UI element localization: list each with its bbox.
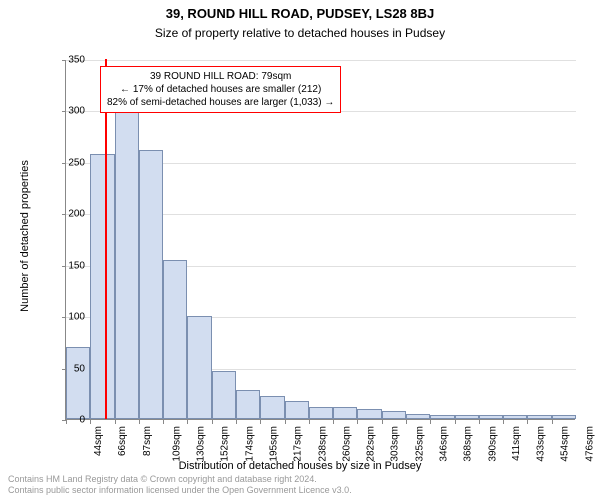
y-axis-label: Number of detached properties	[19, 136, 31, 336]
x-tick-mark	[406, 420, 407, 424]
histogram-bar	[260, 396, 284, 419]
histogram-bar	[479, 415, 503, 419]
annotation-line-1: 39 ROUND HILL ROAD: 79sqm	[107, 70, 334, 83]
property-marker-line	[105, 59, 107, 419]
footer: Contains HM Land Registry data © Crown c…	[8, 474, 352, 496]
histogram-bar	[382, 411, 406, 419]
x-tick-label: 195sqm	[269, 426, 280, 462]
histogram-bar	[406, 414, 430, 419]
x-tick-label: 433sqm	[536, 426, 547, 462]
histogram-bar	[503, 415, 527, 419]
x-tick-label: 152sqm	[220, 426, 231, 462]
x-tick-label: 87sqm	[142, 426, 153, 456]
x-tick-mark	[260, 420, 261, 424]
plot-region	[65, 60, 575, 420]
chart-title: 39, ROUND HILL ROAD, PUDSEY, LS28 8BJ	[0, 6, 600, 21]
x-tick-label: 346sqm	[439, 426, 450, 462]
chart-area	[65, 60, 575, 420]
x-tick-label: 368sqm	[463, 426, 474, 462]
x-tick-label: 238sqm	[317, 426, 328, 462]
x-tick-mark	[552, 420, 553, 424]
y-tick-label: 100	[45, 312, 85, 323]
x-tick-mark	[527, 420, 528, 424]
x-tick-label: 66sqm	[117, 426, 128, 456]
x-tick-label: 303sqm	[390, 426, 401, 462]
histogram-bar	[430, 415, 454, 419]
x-tick-label: 476sqm	[584, 426, 595, 462]
histogram-bar	[309, 407, 333, 419]
x-tick-label: 44sqm	[93, 426, 104, 456]
footer-line-1: Contains HM Land Registry data © Crown c…	[8, 474, 352, 485]
y-tick-label: 300	[45, 106, 85, 117]
histogram-bar	[163, 260, 187, 419]
y-tick-label: 250	[45, 157, 85, 168]
histogram-bar	[236, 390, 260, 419]
histogram-bar	[285, 401, 309, 420]
y-tick-label: 350	[45, 55, 85, 66]
histogram-bar	[212, 371, 236, 419]
annotation-line-2: ← 17% of detached houses are smaller (21…	[107, 83, 334, 96]
x-tick-mark	[357, 420, 358, 424]
x-tick-mark	[430, 420, 431, 424]
x-tick-label: 109sqm	[171, 426, 182, 462]
histogram-bar	[455, 415, 479, 419]
histogram-bar	[552, 415, 576, 419]
x-tick-mark	[115, 420, 116, 424]
chart-subtitle: Size of property relative to detached ho…	[0, 26, 600, 40]
y-tick-label: 150	[45, 260, 85, 271]
x-tick-mark	[309, 420, 310, 424]
histogram-bar	[66, 347, 90, 419]
y-tick-label: 50	[45, 363, 85, 374]
x-tick-label: 325sqm	[414, 426, 425, 462]
x-tick-label: 390sqm	[487, 426, 498, 462]
histogram-bar	[139, 150, 163, 419]
histogram-bar	[333, 407, 357, 419]
x-tick-mark	[503, 420, 504, 424]
x-tick-mark	[333, 420, 334, 424]
x-tick-label: 411sqm	[511, 426, 522, 461]
annotation-line-3: 82% of semi-detached houses are larger (…	[107, 96, 334, 109]
histogram-bar	[357, 409, 381, 419]
x-tick-mark	[285, 420, 286, 424]
x-tick-label: 130sqm	[196, 426, 207, 462]
x-tick-mark	[479, 420, 480, 424]
x-tick-mark	[90, 420, 91, 424]
x-tick-label: 282sqm	[366, 426, 377, 462]
histogram-bar	[90, 154, 114, 419]
histogram-bar	[187, 316, 211, 419]
histogram-bar	[115, 102, 139, 419]
y-tick-label: 0	[45, 415, 85, 426]
x-tick-label: 217sqm	[293, 426, 304, 462]
annotation-box: 39 ROUND HILL ROAD: 79sqm ← 17% of detac…	[100, 66, 341, 113]
histogram-bar	[527, 415, 551, 419]
x-tick-mark	[212, 420, 213, 424]
x-tick-mark	[187, 420, 188, 424]
footer-line-2: Contains public sector information licen…	[8, 485, 352, 496]
x-tick-mark	[139, 420, 140, 424]
x-tick-label: 260sqm	[341, 426, 352, 462]
x-tick-mark	[455, 420, 456, 424]
gridline	[66, 60, 576, 61]
x-tick-mark	[382, 420, 383, 424]
x-tick-mark	[163, 420, 164, 424]
x-tick-label: 454sqm	[560, 426, 571, 462]
x-tick-label: 174sqm	[244, 426, 255, 462]
x-axis-label: Distribution of detached houses by size …	[0, 460, 600, 472]
y-tick-label: 200	[45, 209, 85, 220]
x-tick-mark	[236, 420, 237, 424]
